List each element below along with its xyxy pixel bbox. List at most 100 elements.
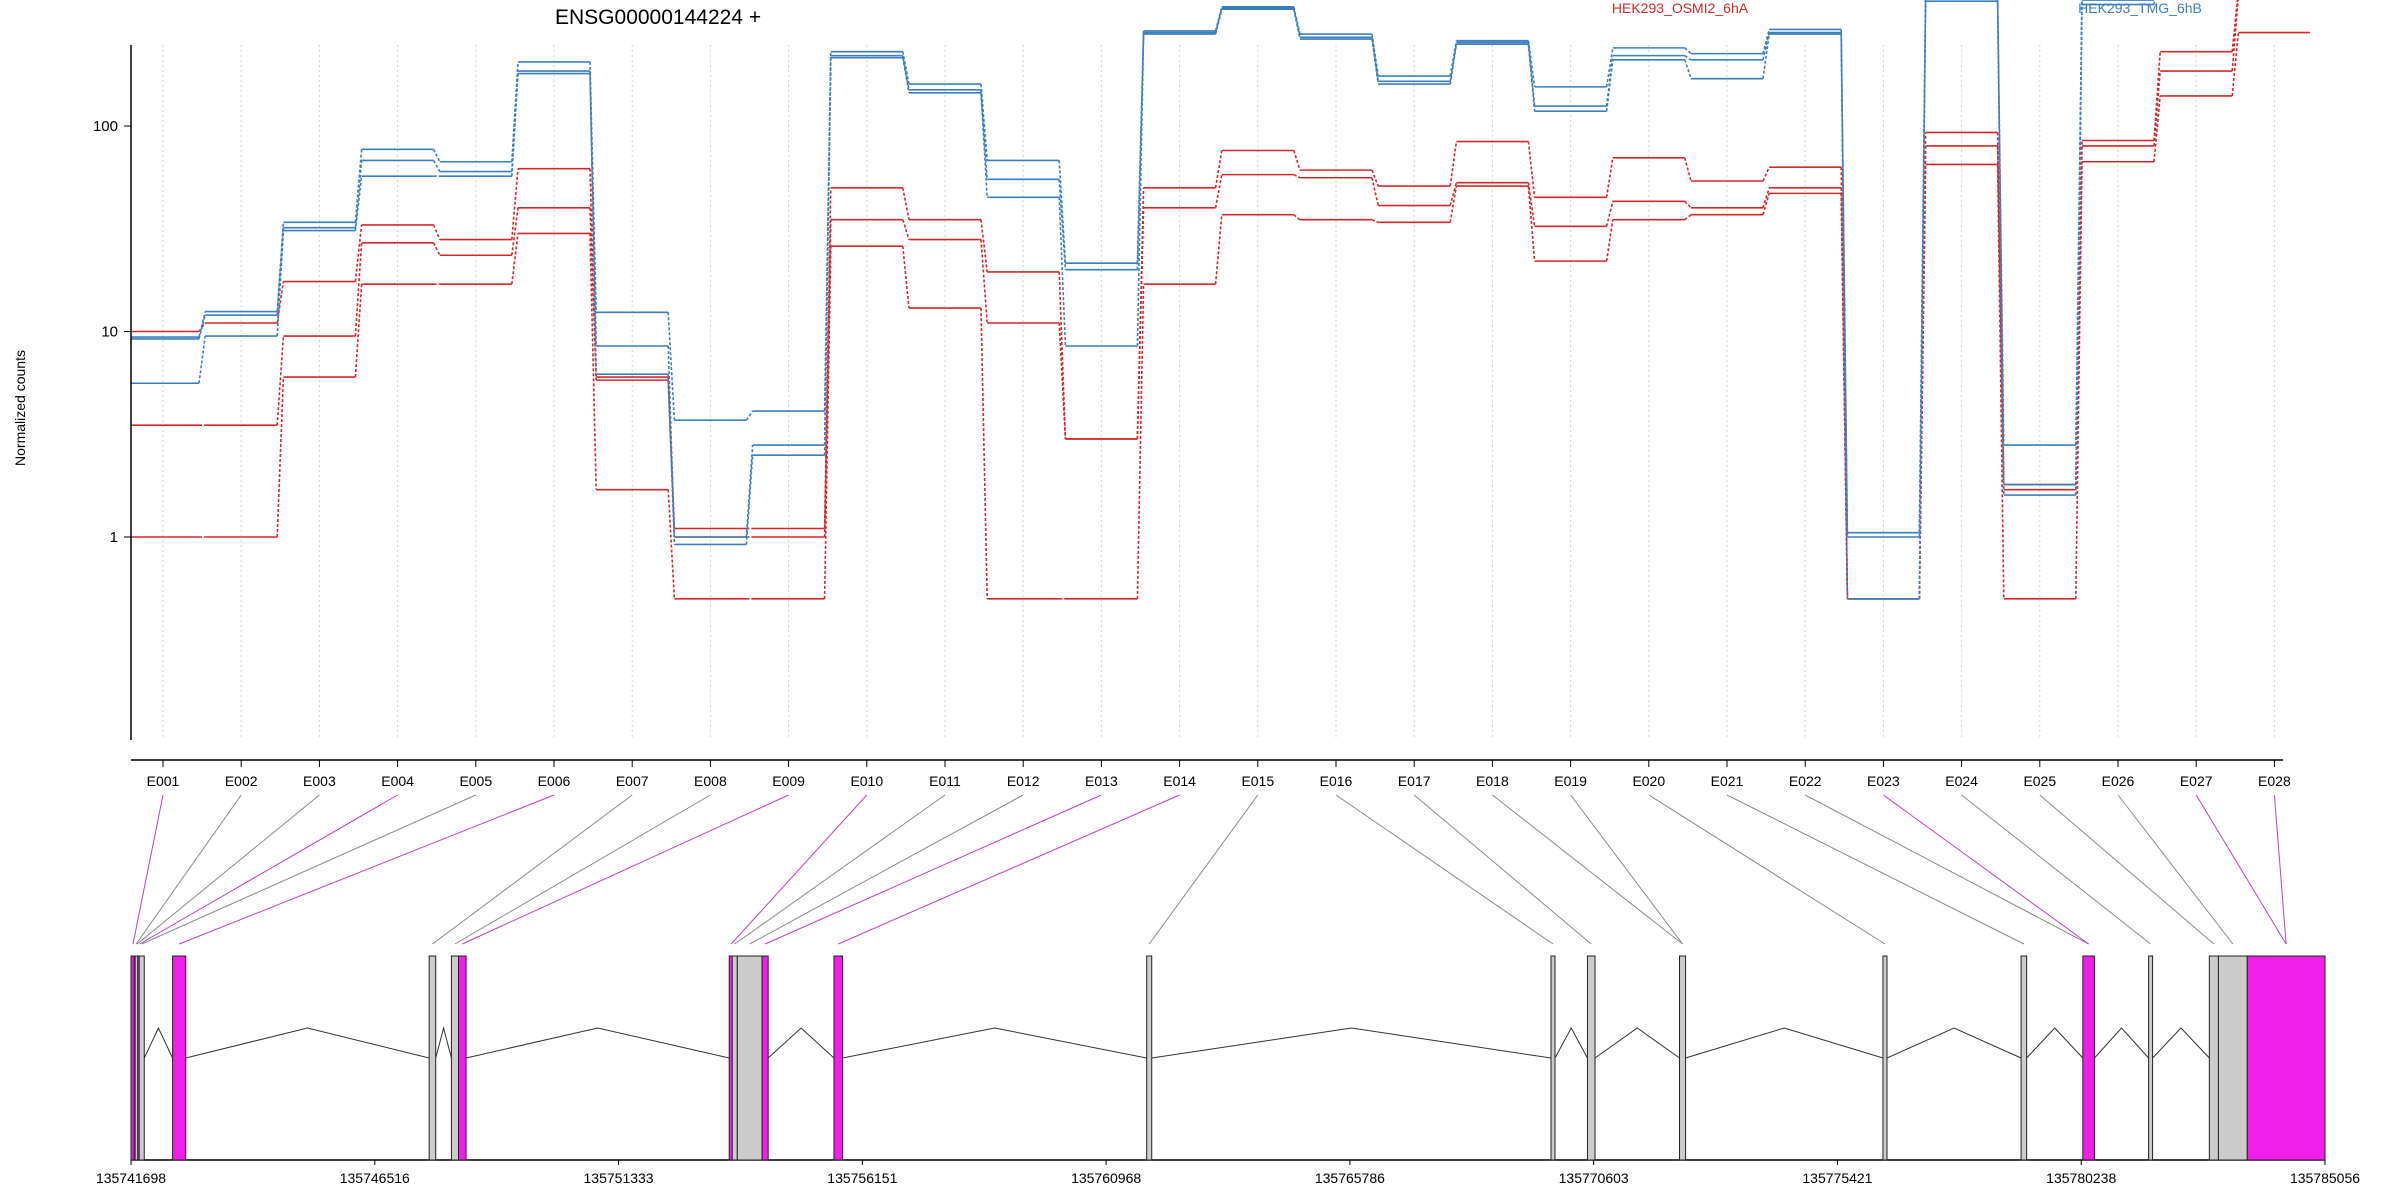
series-transition	[1214, 174, 1223, 208]
series-transition	[2075, 4, 2083, 496]
exon-connector	[1726, 794, 2025, 945]
x-tick-label: E013	[1085, 773, 1118, 789]
exon-connector	[462, 794, 789, 945]
series-transition	[1136, 32, 1145, 270]
series-transition	[1371, 38, 1379, 85]
series-transition	[1684, 157, 1692, 182]
series-transition	[1762, 193, 1770, 215]
series-transition	[354, 176, 363, 231]
exon-block	[172, 955, 187, 1161]
series-transition	[198, 335, 206, 384]
series-line	[131, 0, 2155, 538]
series-transition	[2153, 71, 2161, 146]
genomic-coordinates: 135741698 135746516 135751333 135756151 1357…	[96, 1160, 2360, 1186]
series-transition	[902, 246, 910, 309]
exon-connector	[730, 794, 868, 945]
series-transition	[1293, 9, 1301, 40]
exon-block	[1882, 955, 1888, 1161]
series-lines	[131, 0, 2310, 600]
exon-connector	[2273, 794, 2287, 945]
x-tick-label: E011	[929, 773, 961, 789]
series-transition	[1136, 207, 1145, 439]
series-transition	[1058, 160, 1067, 264]
series-transition	[432, 224, 441, 240]
series-transition	[589, 207, 597, 381]
series-transition	[980, 239, 988, 324]
series-transition	[1371, 218, 1379, 224]
series-line	[131, 0, 2239, 600]
series-transition	[276, 377, 285, 538]
series-transition	[1684, 214, 1692, 221]
series-line	[131, 0, 2239, 600]
exon-connector	[141, 794, 477, 945]
intron	[1685, 1027, 1884, 1059]
series-transition	[1527, 44, 1536, 112]
series-transition	[745, 410, 754, 421]
series-transition	[511, 61, 519, 162]
exon-connector	[1804, 794, 2089, 945]
series-transition	[823, 219, 832, 538]
exon-block	[2208, 955, 2219, 1161]
series-transition	[1527, 141, 1536, 198]
x-tick-label: E020	[1632, 773, 1665, 789]
exon-block	[731, 955, 738, 1161]
x-tick-label: E006	[538, 773, 571, 789]
x-tick-label: E019	[1554, 773, 1587, 789]
coordinate-label: 135770603	[1559, 1170, 1629, 1186]
series-transition	[2075, 161, 2083, 599]
intron	[185, 1027, 430, 1059]
series-transition	[1527, 182, 1536, 227]
series-transition	[980, 92, 988, 198]
y-axis-label: Normalized counts	[12, 350, 28, 466]
x-tick-label: E005	[459, 773, 492, 789]
series-transition	[823, 57, 832, 456]
series-transition	[1684, 200, 1692, 209]
exon-block	[1146, 955, 1153, 1161]
series-transition	[1214, 150, 1223, 188]
series-transition	[980, 219, 988, 272]
series-transition	[667, 374, 676, 545]
exon-connector	[1335, 794, 1554, 945]
exon-block	[457, 955, 467, 1161]
exon-connector	[838, 794, 1180, 945]
exon-block	[833, 955, 844, 1161]
x-tick-label: E009	[772, 773, 805, 789]
exon-connector	[1148, 794, 1259, 945]
exon-block	[761, 955, 769, 1161]
series-transition	[1371, 169, 1379, 187]
x-tick-label: E024	[1945, 773, 1978, 789]
series-transition	[1605, 201, 1614, 227]
coordinate-label: 135785056	[2290, 1170, 2360, 1186]
series-transition	[2231, 32, 2240, 97]
series-transition	[511, 73, 519, 177]
intron	[2094, 1027, 2149, 1059]
series-transition	[354, 160, 363, 228]
series-transition	[511, 168, 519, 240]
series-transition	[276, 230, 285, 337]
intron	[465, 1027, 730, 1059]
exon-block	[2148, 955, 2154, 1161]
series-transition	[432, 160, 441, 172]
exon-block	[1550, 955, 1556, 1161]
series-line	[131, 31, 2310, 600]
series-transition	[1449, 185, 1458, 223]
series-transition	[1605, 47, 1614, 88]
x-tick-label: E028	[2258, 773, 2291, 789]
series-transition	[1605, 219, 1614, 262]
coordinate-label: 135765786	[1315, 1170, 1385, 1186]
x-tick-label: E002	[225, 773, 258, 789]
intron	[1554, 1026, 1588, 1059]
series-transition	[198, 315, 206, 340]
exon-block	[1679, 955, 1687, 1161]
series-transition	[902, 57, 910, 93]
intron	[767, 1027, 835, 1059]
exon-connector	[1961, 794, 2151, 945]
series-transition	[1762, 33, 1770, 79]
exon-connector	[432, 794, 633, 945]
exon-block	[736, 955, 763, 1161]
series-transition	[1449, 141, 1458, 187]
x-tick-label: E018	[1476, 773, 1509, 789]
exon-connector	[749, 794, 1024, 945]
coordinate-label: 135751333	[584, 1170, 654, 1186]
series-transition	[823, 246, 832, 599]
